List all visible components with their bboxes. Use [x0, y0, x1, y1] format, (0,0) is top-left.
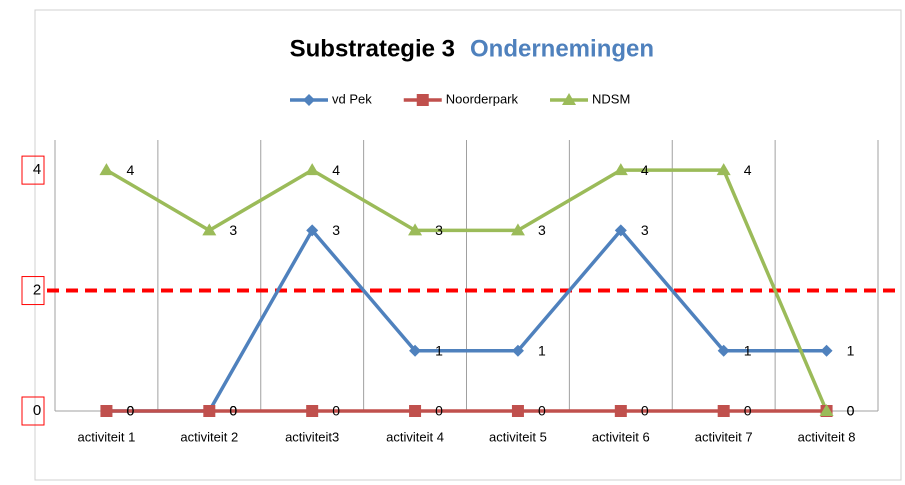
data-label: 3: [229, 222, 237, 238]
data-label: 0: [847, 403, 855, 419]
y-tick-label: 2: [33, 282, 41, 299]
data-label: 3: [641, 222, 649, 238]
data-label: 1: [744, 342, 752, 358]
series-line: [106, 228, 827, 413]
x-tick-label: activiteit 2: [180, 429, 238, 444]
data-label: 0: [126, 403, 134, 419]
data-label: 3: [332, 222, 340, 238]
marker: [409, 405, 422, 417]
data-label: 0: [435, 403, 443, 419]
y-tick-box: [21, 396, 45, 426]
y-tick-label: 4: [33, 161, 41, 178]
marker: [99, 163, 114, 176]
marker: [408, 223, 423, 236]
legend-marker: [303, 94, 315, 106]
marker: [717, 344, 730, 357]
data-label: 4: [641, 162, 649, 178]
y-tick-box: [21, 155, 45, 185]
x-tick-label: activiteit3: [285, 429, 339, 444]
x-tick-label: activiteit 1: [78, 429, 136, 444]
x-tick-label: activiteit 4: [386, 429, 444, 444]
marker: [305, 163, 320, 176]
marker: [409, 344, 422, 357]
data-label: 4: [126, 162, 134, 178]
data-label: 0: [126, 403, 134, 419]
legend-marker: [562, 93, 577, 105]
marker: [614, 224, 627, 237]
legend-marker: [416, 94, 429, 106]
data-label: 0: [229, 403, 237, 419]
data-label: 0: [641, 403, 649, 419]
x-tick-label: activiteit 6: [592, 429, 650, 444]
data-label: 4: [332, 162, 340, 178]
series-line: [105, 168, 829, 412]
data-label: 0: [847, 403, 855, 419]
data-label: 1: [435, 342, 443, 358]
marker: [100, 405, 113, 417]
marker: [820, 344, 833, 357]
legend-label: vd Pek: [332, 91, 372, 106]
marker: [716, 163, 731, 176]
data-label: 0: [229, 403, 237, 419]
x-tick-label: activiteit 5: [489, 429, 547, 444]
marker: [510, 223, 525, 236]
marker: [717, 405, 730, 417]
marker: [202, 223, 217, 236]
y-tick-box: [21, 276, 45, 306]
data-label: 0: [538, 403, 546, 419]
marker: [511, 344, 524, 357]
data-label: 0: [332, 403, 340, 419]
data-label: 0: [744, 403, 752, 419]
marker: [203, 405, 216, 417]
marker: [819, 404, 834, 416]
data-label: 1: [847, 342, 855, 358]
legend-label: Noorderpark: [446, 91, 519, 106]
legend-label: NDSM: [592, 91, 630, 106]
data-label: 3: [435, 222, 443, 238]
data-label: 1: [538, 342, 546, 358]
data-label: 3: [538, 222, 546, 238]
y-tick-label: 0: [33, 402, 41, 419]
chart-subtitle: Ondernemingen: [470, 35, 654, 62]
data-label: 4: [744, 162, 752, 178]
x-tick-label: activiteit 7: [695, 429, 753, 444]
chart-title: Substrategie 3: [290, 35, 455, 62]
marker: [306, 224, 319, 237]
marker: [511, 405, 524, 417]
marker: [613, 163, 628, 176]
x-tick-label: activiteit 8: [798, 429, 856, 444]
marker: [614, 405, 627, 417]
marker: [306, 405, 319, 417]
